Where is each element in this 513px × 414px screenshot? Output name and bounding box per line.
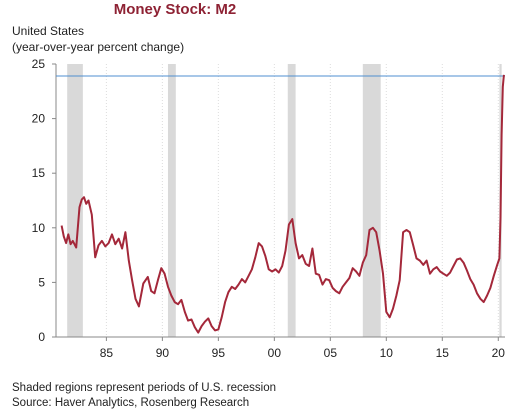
x-tick-label-5: 10 [380,346,394,360]
recession-band-4 [362,64,381,337]
x-tick-label-4: 05 [324,346,338,360]
y-tick-label-2: 10 [32,221,46,235]
x-tick-label-0: 85 [100,346,114,360]
recession-band-2 [167,64,176,337]
m2-growth-line-0 [60,74,505,334]
recession-note: Shaded regions represent periods of U.S.… [12,382,277,394]
y-tick-label-4: 20 [32,112,46,126]
chart-subtitle-units: (year-over-year percent change) [12,40,185,54]
y-tick-label-5: 25 [32,57,46,71]
y-tick-label-3: 15 [32,166,46,180]
x-tick-label-7: 20 [492,346,506,360]
x-tick-label-6: 15 [436,346,450,360]
recession-band-1 [67,64,83,337]
x-tick-label-2: 95 [212,346,226,360]
y-tick-label-1: 5 [38,275,45,289]
recession-band-3 [287,64,296,337]
chart-title: Money Stock: M2 [113,1,237,18]
y-tick-label-0: 0 [38,330,45,344]
x-tick-label-3: 00 [268,346,282,360]
chart-subtitle-country: United States [12,24,85,38]
source-note: Source: Haver Analytics, Rosenberg Resea… [12,397,250,409]
x-tick-label-1: 90 [156,346,170,360]
